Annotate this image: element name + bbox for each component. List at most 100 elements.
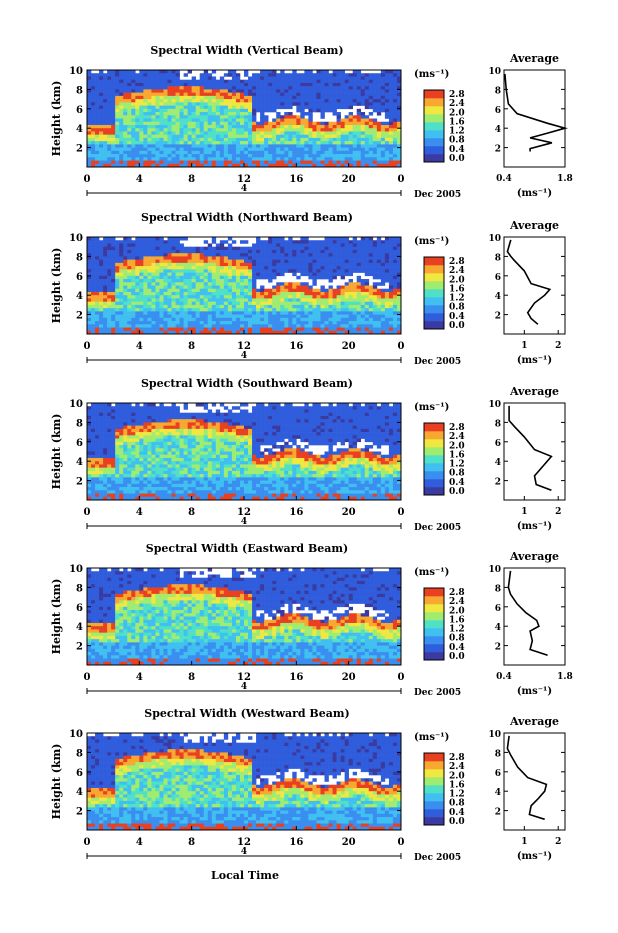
heatmap-cell <box>228 324 232 328</box>
heatmap-cell <box>377 247 381 251</box>
heatmap-cell <box>119 102 123 106</box>
heatmap-cell <box>244 250 248 254</box>
heatmap-cell <box>389 135 393 139</box>
heatmap-cell <box>119 292 123 296</box>
heatmap-cell <box>357 119 361 123</box>
heatmap-cell <box>131 128 135 132</box>
heatmap-cell <box>333 135 337 139</box>
heatmap-cell <box>320 89 324 93</box>
heatmap-cell <box>316 311 320 315</box>
heatmap-cell <box>365 102 369 106</box>
heatmap-cell <box>172 308 176 312</box>
heatmap-cell <box>280 161 284 165</box>
heatmap-cell <box>232 286 236 290</box>
heatmap-cell <box>119 243 123 247</box>
heatmap-cell <box>320 141 324 145</box>
heatmap-cell <box>260 70 264 74</box>
heatmap-cell <box>107 135 111 139</box>
heatmap-cell <box>312 282 316 286</box>
heatmap-cell <box>389 243 393 247</box>
heatmap-cell <box>300 328 304 332</box>
heatmap-cell <box>304 112 308 116</box>
heatmap-cell <box>244 135 248 139</box>
heatmap-cell <box>180 311 184 315</box>
heatmap-cell <box>389 276 393 280</box>
heatmap-cell <box>139 86 143 90</box>
heatmap-cell <box>240 109 244 113</box>
heatmap-cell <box>389 119 393 123</box>
heatmap-cell <box>304 324 308 328</box>
heatmap-cell <box>284 148 288 152</box>
heatmap-cell <box>155 237 159 241</box>
heatmap-cell <box>296 308 300 312</box>
heatmap-cell <box>188 269 192 273</box>
heatmap-cell <box>268 247 272 251</box>
heatmap-cell <box>127 315 131 319</box>
heatmap-cell <box>248 138 252 142</box>
heatmap-cell <box>284 106 288 110</box>
heatmap-cell <box>333 308 337 312</box>
heatmap-cell <box>381 154 385 158</box>
heatmap-cell <box>373 308 377 312</box>
heatmap-cell <box>304 144 308 148</box>
heatmap-cell <box>204 80 208 84</box>
heatmap-cell <box>320 266 324 270</box>
heatmap-cell <box>252 141 256 145</box>
heatmap-cell <box>184 141 188 145</box>
heatmap-cell <box>196 305 200 309</box>
heatmap-cell <box>248 135 252 139</box>
heatmap-cell <box>393 70 397 74</box>
heatmap-cell <box>308 144 312 148</box>
heatmap-cell <box>224 273 228 277</box>
heatmap-cell <box>385 295 389 299</box>
heatmap-cell <box>155 148 159 152</box>
heatmap-cell <box>139 318 143 322</box>
heatmap-cell <box>345 89 349 93</box>
heatmap-cell <box>320 273 324 277</box>
heatmap-cell <box>284 93 288 97</box>
heatmap-cell <box>143 115 147 119</box>
heatmap-cell <box>353 237 357 241</box>
heatmap-cell <box>232 86 236 90</box>
heatmap-cell <box>99 243 103 247</box>
heatmap-cell <box>389 298 393 302</box>
heatmap-cell <box>312 131 316 135</box>
heatmap-cell <box>216 324 220 328</box>
heatmap-cell <box>99 256 103 260</box>
heatmap-cell <box>337 328 341 332</box>
heatmap-cell <box>312 321 316 325</box>
heatmap-cell <box>147 237 151 241</box>
heatmap-cell <box>111 452 115 456</box>
heatmap-cell <box>325 70 329 74</box>
heatmap-cell <box>95 138 99 142</box>
heatmap-cell <box>345 253 349 257</box>
heatmap-cell <box>369 247 373 251</box>
heatmap-cell <box>131 484 135 488</box>
heatmap-cell <box>329 161 333 165</box>
heatmap-cell <box>244 324 248 328</box>
heatmap-cell <box>220 83 224 87</box>
y-axis-label: Height (km) <box>50 248 63 324</box>
heatmap-cell <box>212 128 216 132</box>
colorbar-tick-label: 1.6 <box>449 284 465 294</box>
heatmap-cell <box>87 119 91 123</box>
heatmap-cell <box>236 328 240 332</box>
heatmap-cell <box>119 494 123 498</box>
heatmap-cell <box>143 273 147 277</box>
heatmap-cell <box>280 148 284 152</box>
heatmap-cell <box>300 311 304 315</box>
heatmap-cell <box>345 80 349 84</box>
heatmap-cell <box>115 481 119 485</box>
heatmap-cell <box>264 141 268 145</box>
heatmap-cell <box>361 115 365 119</box>
heatmap-cell <box>248 148 252 152</box>
heatmap-cell <box>87 468 91 472</box>
heatmap-cell <box>373 89 377 93</box>
heatmap-cell <box>131 419 135 423</box>
heatmap-cell <box>256 318 260 322</box>
heatmap-cell <box>369 151 373 155</box>
heatmap-cell <box>127 89 131 93</box>
heatmap-cell <box>308 73 312 77</box>
heatmap-cell <box>276 112 280 116</box>
heatmap-cell <box>240 89 244 93</box>
